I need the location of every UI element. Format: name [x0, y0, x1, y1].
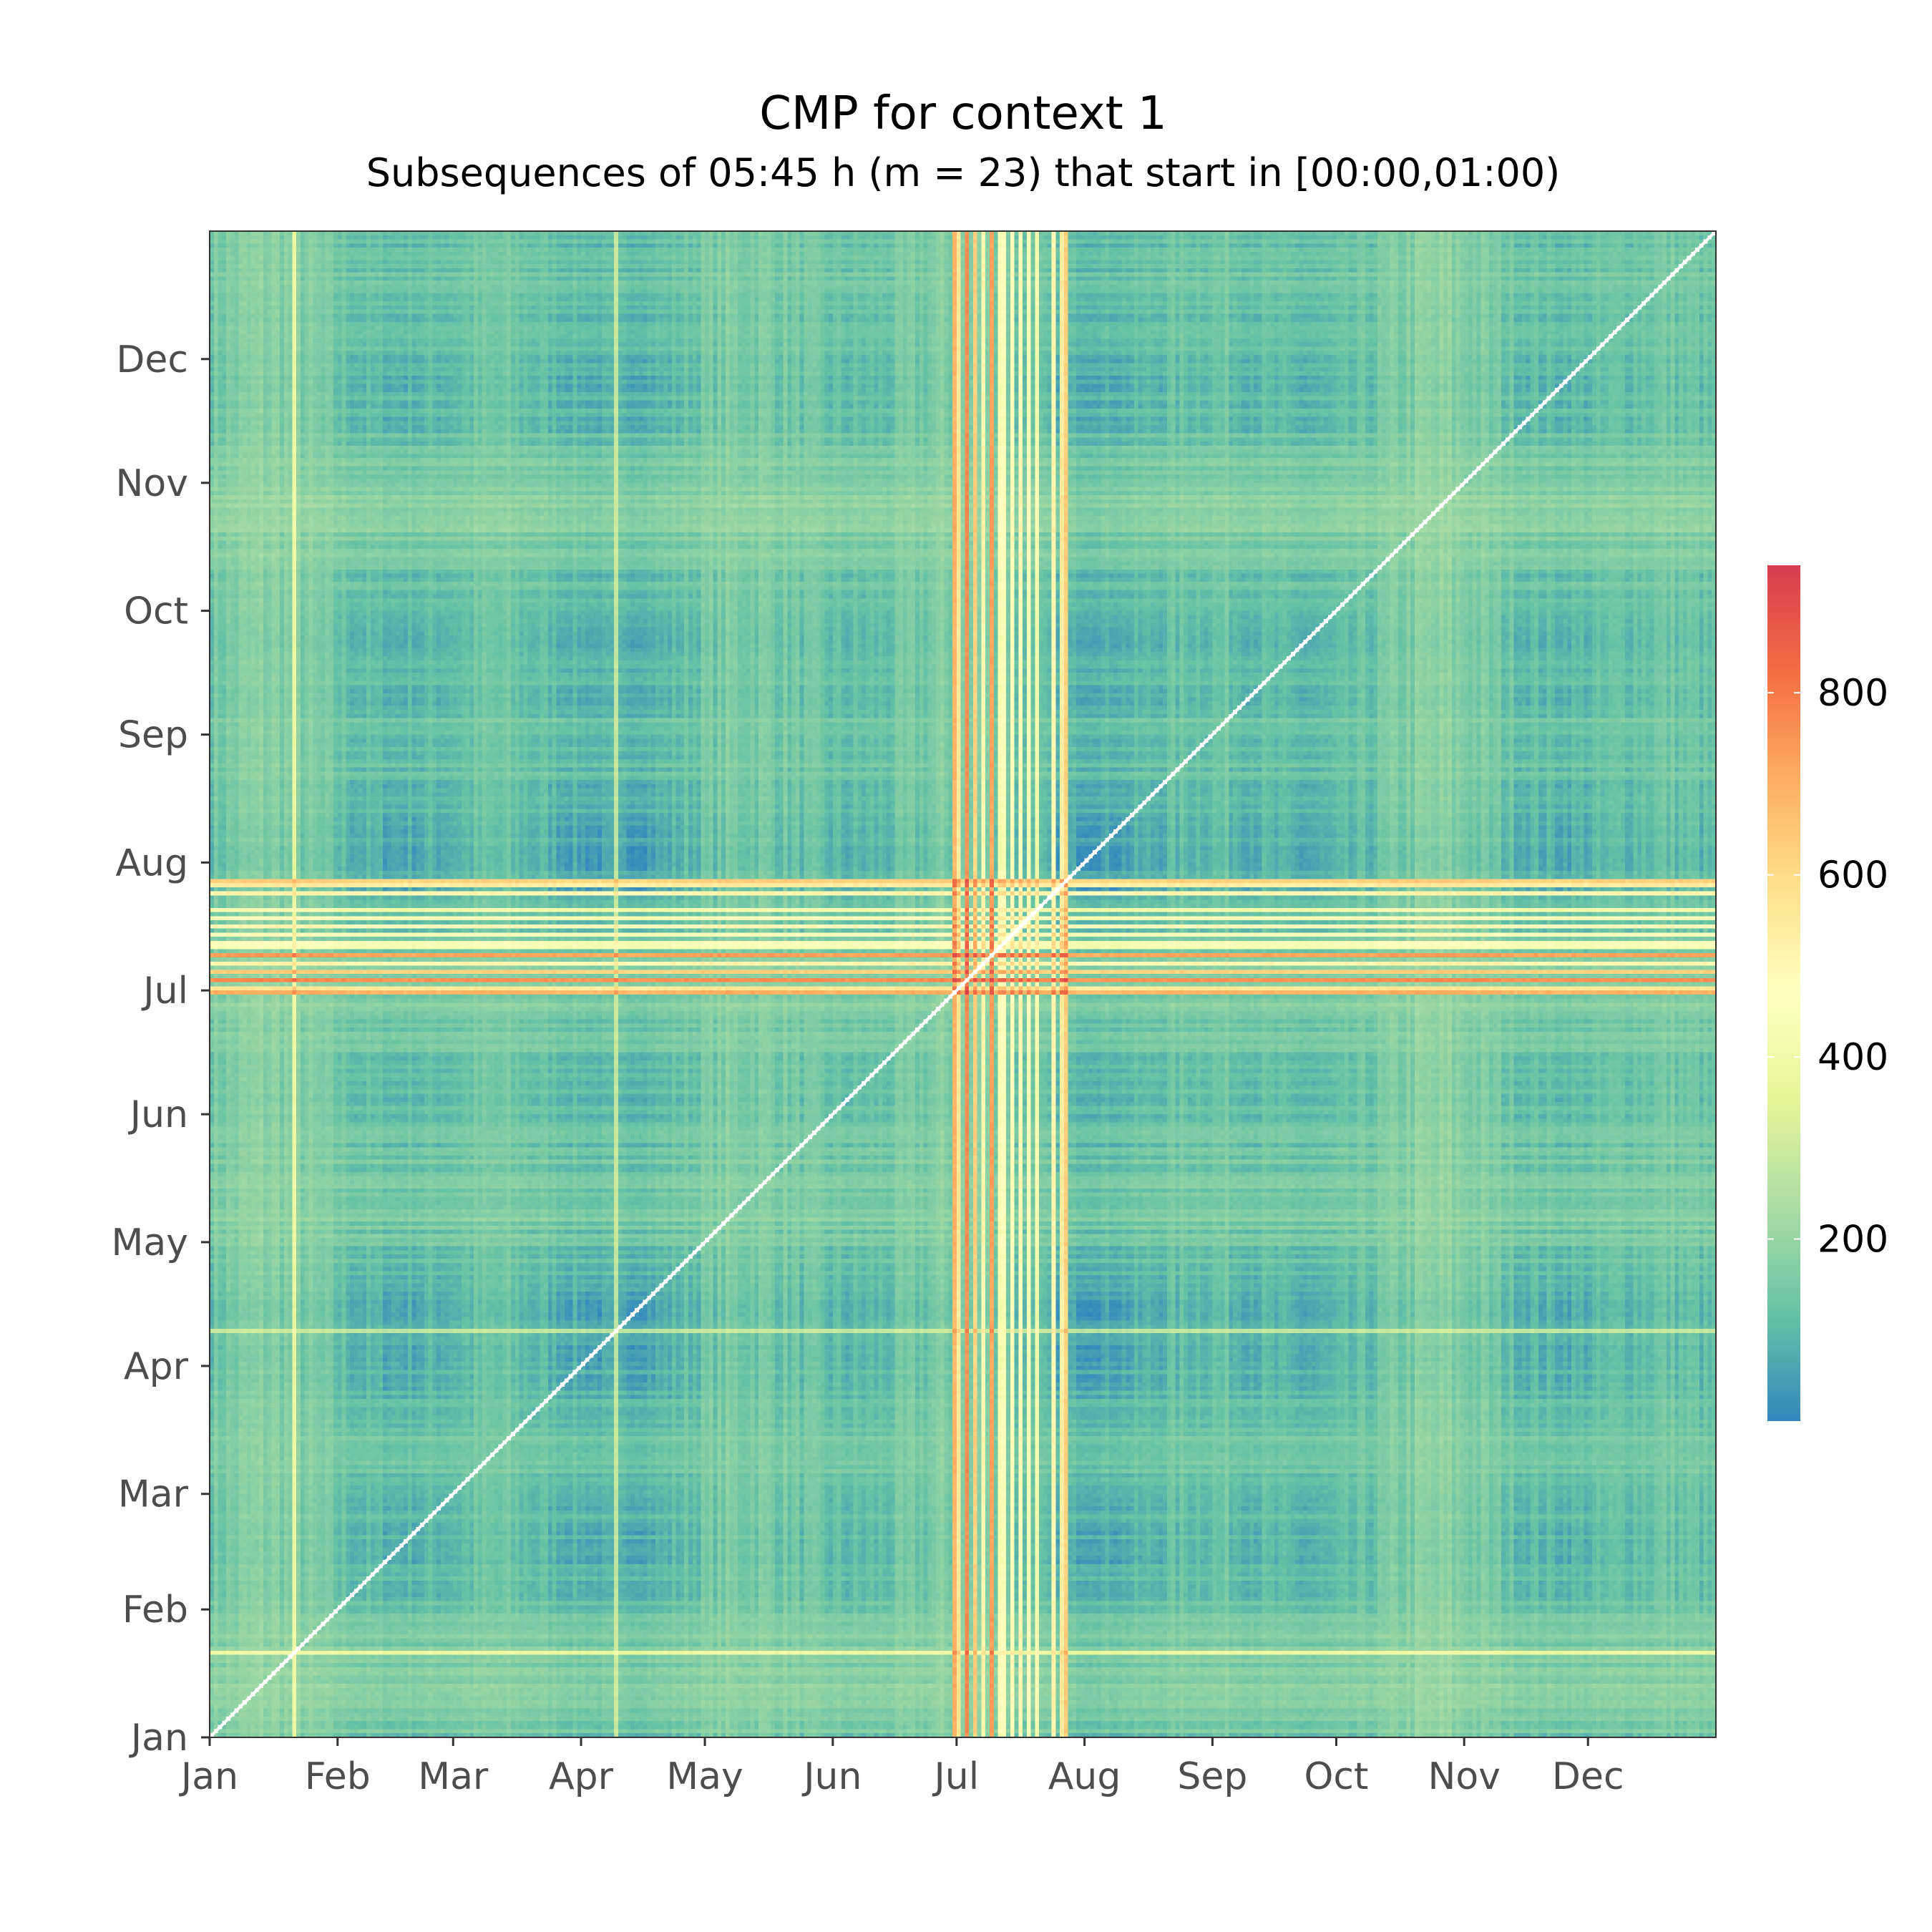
y-tick-label: Oct [124, 590, 188, 633]
x-axis: Jan Feb Mar Apr May Jun Jul Aug Sep Oct Nov Dec [179, 1737, 1624, 1798]
y-tick-label: Dec [116, 338, 188, 381]
x-tick-label: Jun [801, 1755, 862, 1798]
y-tick-label: Aug [115, 841, 188, 884]
x-tick-label: Aug [1048, 1755, 1121, 1798]
colorbar-tick-label: 200 [1818, 1219, 1888, 1262]
y-tick-label: Apr [124, 1345, 189, 1388]
y-tick-label: Mar [118, 1473, 189, 1516]
x-tick-label: Sep [1177, 1755, 1247, 1798]
x-tick-label: Feb [305, 1755, 371, 1798]
colorbar: 200 400 600 800 [1767, 565, 1888, 1421]
plot-border [209, 230, 1717, 1738]
y-tick-label: May [111, 1221, 188, 1264]
y-tick-label: Nov [116, 462, 189, 505]
heatmap-diagonal [208, 230, 1717, 1739]
x-tick-label: May [666, 1755, 743, 1798]
y-axis: Jan Feb Mar Apr May Jun Jul Aug Sep Oct Nov Dec [111, 338, 210, 1760]
x-tick-label: Jan [179, 1755, 238, 1798]
x-tick-label: Apr [549, 1755, 614, 1798]
y-tick-label: Jul [141, 970, 188, 1013]
chart-title: CMP for context 1 [759, 87, 1166, 140]
colorbar-tick-label: 600 [1818, 854, 1888, 897]
chart-subtitle: Subsequences of 05:45 h (m = 23) that st… [366, 150, 1561, 195]
colorbar-tick-label: 800 [1818, 672, 1888, 715]
y-tick-label: Jan [129, 1717, 188, 1760]
x-tick-label: Nov [1428, 1755, 1501, 1798]
colorbar-tick-label: 400 [1818, 1036, 1888, 1079]
x-tick-label: Mar [418, 1755, 489, 1798]
x-tick-label: Jul [932, 1755, 979, 1798]
colorbar-gradient [1767, 565, 1800, 1421]
x-tick-label: Oct [1304, 1755, 1368, 1798]
y-tick-label: Jun [128, 1093, 188, 1136]
y-tick-label: Feb [122, 1589, 188, 1631]
y-tick-label: Sep [118, 714, 188, 757]
heatmap [208, 230, 1717, 1739]
x-tick-label: Dec [1552, 1755, 1624, 1798]
